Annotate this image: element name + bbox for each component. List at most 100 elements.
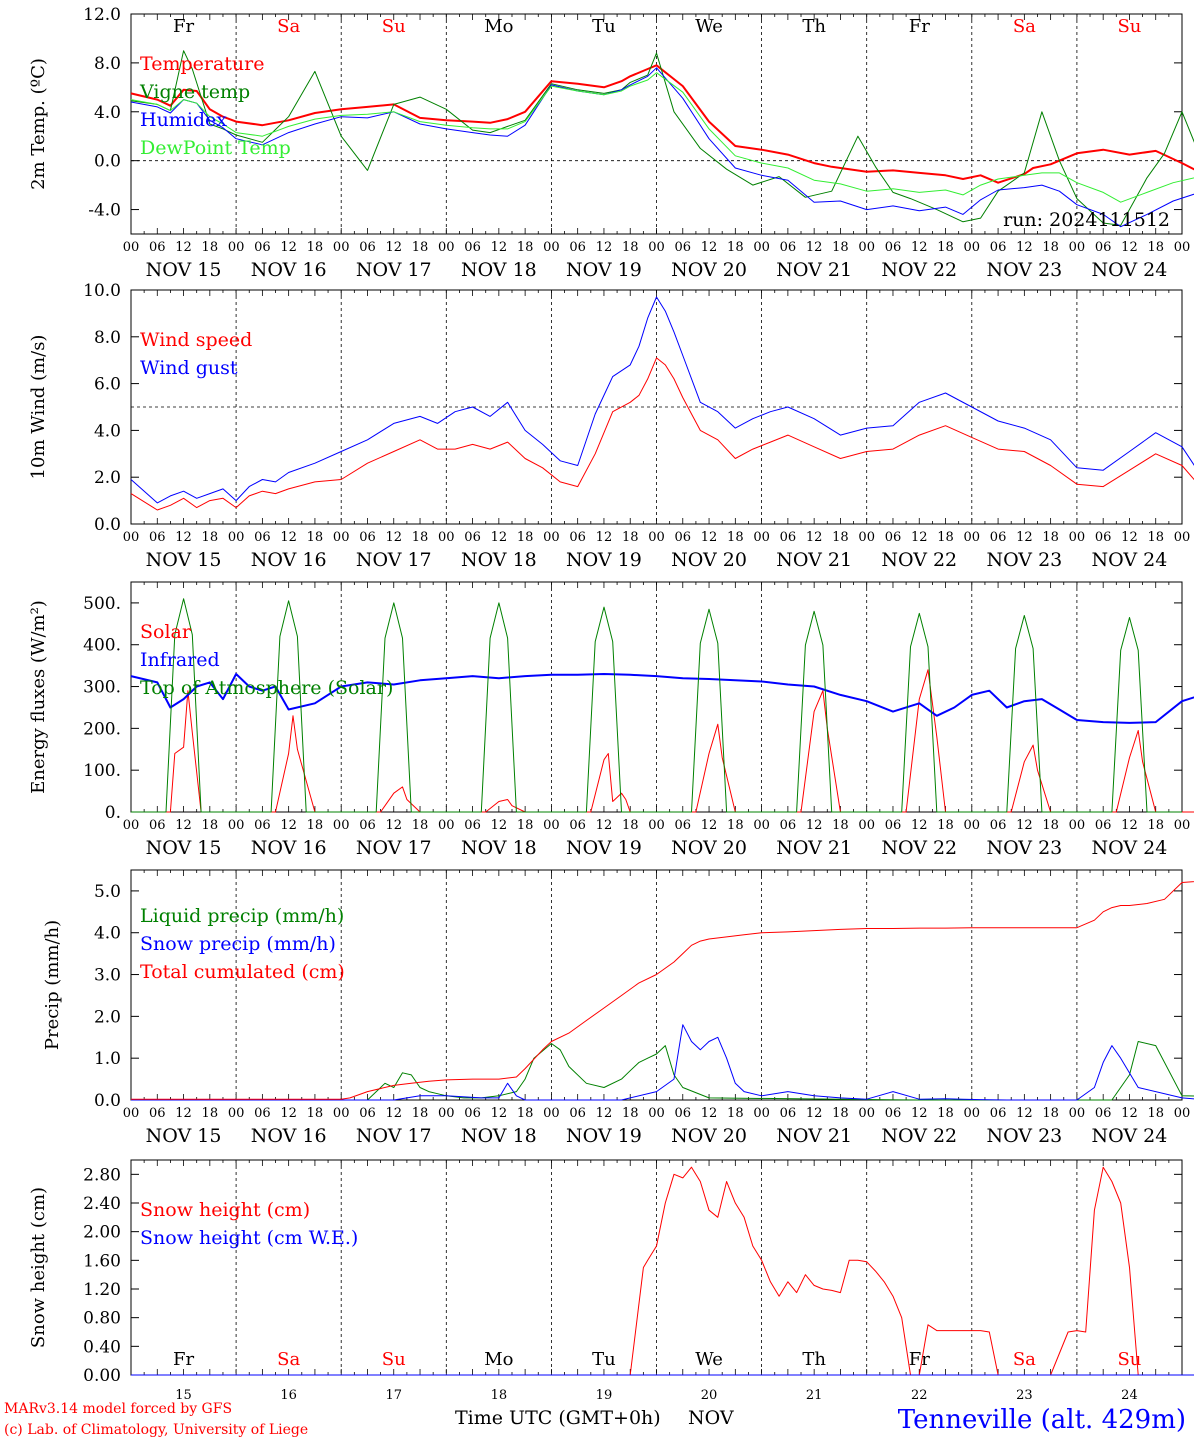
energy-hour-tick-label: 06 <box>1095 818 1112 833</box>
wind-hour-tick-label: 00 <box>753 530 770 545</box>
energy-hour-tick-label: 12 <box>491 818 508 833</box>
wind-hour-tick-label: 18 <box>202 530 219 545</box>
energy-y-tick-label: 0. <box>105 803 121 823</box>
energy-hour-tick-label: 18 <box>412 818 429 833</box>
energy-date-label: NOV 17 <box>356 837 432 859</box>
temperature-hour-tick-label: 06 <box>675 240 692 255</box>
wind-hour-tick-label: 00 <box>964 530 981 545</box>
temperature-date-label: NOV 20 <box>671 259 747 281</box>
energy-date-label: NOV 16 <box>251 837 327 859</box>
precip-hour-tick-label: 06 <box>359 1106 376 1121</box>
chart-panels: -4.0 0.0 4.0 8.0 12.0 2m Temp. (ºC) 00 06 12 18 NO… <box>28 5 1194 1386</box>
temperature-y-tick-label: 12.0 <box>83 5 121 25</box>
energy-date-label: NOV 22 <box>881 837 957 859</box>
precip-series-liquid-precip-mm-h- <box>131 1041 1194 1101</box>
energy-hour-tick-label: 18 <box>202 818 219 833</box>
temperature-y-tick-label: 4.0 <box>94 103 121 123</box>
precip-hour-tick-label: 12 <box>385 1106 402 1121</box>
energy-hour-tick-label: 00 <box>333 818 350 833</box>
wind-date-label: NOV 19 <box>566 549 642 571</box>
wind-date-label: NOV 24 <box>1092 549 1168 571</box>
temperature-hour-tick-label: 00 <box>858 240 875 255</box>
precip-y-axis-label: Precip (mm/h) <box>42 920 63 1050</box>
bottom-day-number: 15 <box>175 1388 192 1403</box>
energy-hour-tick-label: 12 <box>806 818 823 833</box>
precip-hour-tick-label: 00 <box>858 1106 875 1121</box>
wind-hour-tick-label: 18 <box>727 530 744 545</box>
wind-hour-tick-label: 00 <box>858 530 875 545</box>
bottom-day-number: 24 <box>1121 1388 1138 1403</box>
precip-hour-tick-label: 12 <box>1016 1106 1033 1121</box>
precip-hour-tick-label: 12 <box>491 1106 508 1121</box>
wind-hour-tick-label: 00 <box>333 530 350 545</box>
energy-date-label: NOV 15 <box>146 837 222 859</box>
temperature-hour-tick-label: 00 <box>648 240 665 255</box>
bottom-day-number: 20 <box>701 1388 718 1403</box>
weekday-label-fr: Fr <box>173 16 194 37</box>
wind-legend-entry: Wind gust <box>140 357 238 379</box>
wind-hour-tick-label: 06 <box>464 530 481 545</box>
energy-date-label: NOV 23 <box>986 837 1062 859</box>
x-axis-label: Time UTC (GMT+0h) <box>455 1407 661 1429</box>
energy-y-axis-label: Energy fluxes (W/m²) <box>28 600 49 794</box>
energy-hour-tick-label: 12 <box>596 818 613 833</box>
energy-y-tick-label: 100. <box>83 761 121 781</box>
wind-series-wind-speed <box>130 357 1194 511</box>
wind-hour-tick-label: 18 <box>1147 530 1164 545</box>
precip-y-tick-label: 2.0 <box>94 1007 121 1027</box>
wind-hour-tick-label: 06 <box>1095 530 1112 545</box>
weekday-label-we: We <box>695 16 723 37</box>
snow-legend-entry: Snow height (cm W.E.) <box>140 1227 358 1249</box>
wind-y-tick-label: 8.0 <box>94 328 121 348</box>
energy-hour-tick-label: 12 <box>911 818 928 833</box>
temperature-hour-tick-label: 18 <box>412 240 429 255</box>
temperature-date-label: NOV 18 <box>461 259 537 281</box>
temperature-hour-tick-label: 18 <box>727 240 744 255</box>
wind-hour-tick-label: 00 <box>123 530 140 545</box>
temperature-hour-tick-label: 00 <box>1174 240 1191 255</box>
weekday-label-su: Su <box>1117 1349 1141 1370</box>
precip-hour-tick-label: 18 <box>832 1106 849 1121</box>
temperature-hour-tick-label: 06 <box>569 240 586 255</box>
weekday-label-sa: Sa <box>277 1349 300 1370</box>
temperature-date-label: NOV 19 <box>566 259 642 281</box>
temperature-hour-tick-label: 00 <box>753 240 770 255</box>
weekday-label-su: Su <box>382 16 406 37</box>
temperature-date-label: NOV 17 <box>356 259 432 281</box>
weekday-label-su: Su <box>382 1349 406 1370</box>
wind-hour-tick-label: 12 <box>1121 530 1138 545</box>
energy-hour-tick-label: 06 <box>254 818 271 833</box>
precip-hour-tick-label: 12 <box>1121 1106 1138 1121</box>
wind-hour-tick-label: 00 <box>648 530 665 545</box>
precip-hour-tick-label: 18 <box>937 1106 954 1121</box>
temperature-hour-tick-label: 06 <box>780 240 797 255</box>
snow-y-tick-label: 2.40 <box>83 1194 121 1214</box>
energy-hour-tick-label: 00 <box>228 818 245 833</box>
wind-hour-tick-label: 18 <box>517 530 534 545</box>
weekday-label-we: We <box>695 1349 723 1370</box>
energy-hour-tick-label: 06 <box>464 818 481 833</box>
snow-y-tick-label: 1.20 <box>83 1280 121 1300</box>
temperature-date-label: NOV 16 <box>251 259 327 281</box>
temperature-legend-entry: Temperature <box>140 53 264 75</box>
wind-hour-tick-label: 12 <box>806 530 823 545</box>
precip-date-label: NOV 15 <box>146 1125 222 1147</box>
temperature-hour-tick-label: 00 <box>543 240 560 255</box>
temperature-hour-tick-label: 06 <box>990 240 1007 255</box>
energy-series-infrared <box>130 673 1194 724</box>
snow-legend-entry: Snow height (cm) <box>140 1199 310 1221</box>
precip-hour-tick-label: 00 <box>438 1106 455 1121</box>
wind-hour-tick-label: 12 <box>385 530 402 545</box>
wind-hour-tick-label: 12 <box>280 530 297 545</box>
wind-hour-tick-label: 18 <box>937 530 954 545</box>
wind-hour-tick-label: 18 <box>622 530 639 545</box>
bottom-day-number: 16 <box>280 1388 297 1403</box>
energy-series-top-of-atmosphere-solar- <box>131 598 1182 813</box>
weekday-label-fr: Fr <box>909 1349 930 1370</box>
temperature-hour-tick-label: 18 <box>1042 240 1059 255</box>
weekday-label-mo: Mo <box>484 16 513 37</box>
energy-y-tick-label: 300. <box>83 678 121 698</box>
lab-credit: (c) Lab. of Climatology, University of L… <box>4 1422 308 1438</box>
precip-date-label: NOV 22 <box>881 1125 957 1147</box>
